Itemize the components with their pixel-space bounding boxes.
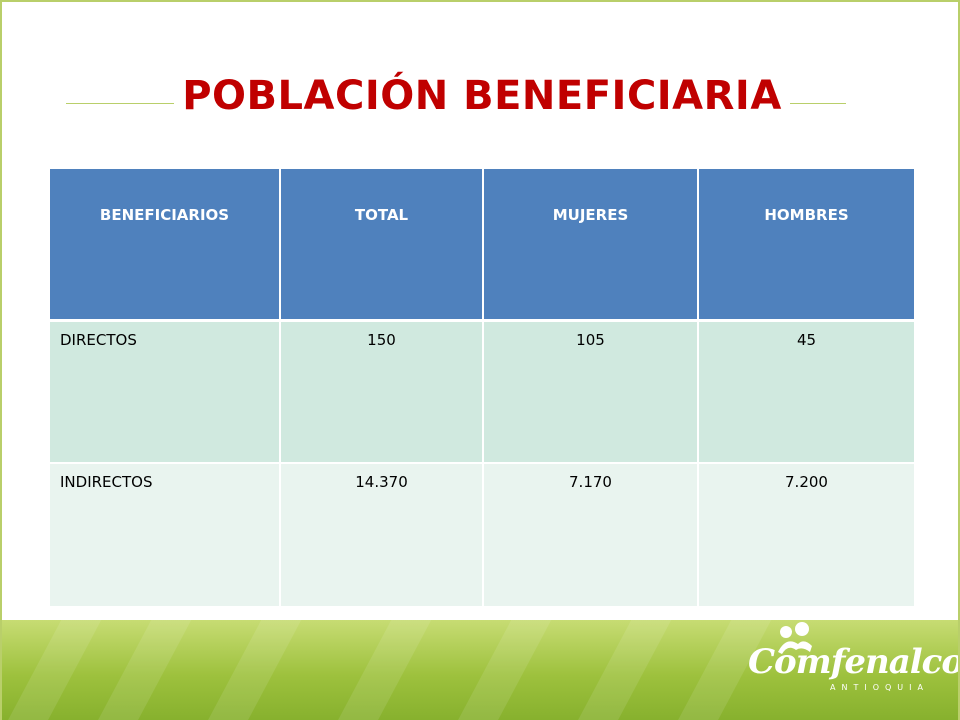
- page-title-text: POBLACIÓN BENEFICIARIA: [174, 73, 790, 119]
- footer-stripe: [327, 620, 437, 720]
- cell-label: DIRECTOS: [50, 320, 280, 463]
- beneficiaries-table: BENEFICIARIOS TOTAL MUJERES HOMBRES DIRE…: [50, 169, 914, 606]
- cell-total: 14.370: [279, 462, 483, 606]
- footer-band: [2, 620, 958, 720]
- footer-stripe: [197, 620, 307, 720]
- comfenalco-logo: Comfenalco ANTIOQUIA: [742, 622, 958, 702]
- cell-mujeres: 7.170: [482, 462, 698, 606]
- cell-mujeres: 105: [482, 320, 698, 463]
- table-row-indirectos: INDIRECTOS 14.370 7.170 7.200: [50, 462, 914, 606]
- footer-stripe: [2, 620, 107, 720]
- footer-stripe: [567, 620, 677, 720]
- logo-subtext: ANTIOQUIA: [830, 683, 929, 692]
- logo-figures-icon: [778, 622, 812, 654]
- header-mujeres: MUJERES: [482, 169, 698, 320]
- logo-wordmark: Comfenalco: [748, 642, 960, 682]
- cell-hombres: 7.200: [697, 462, 914, 606]
- cell-label: INDIRECTOS: [50, 462, 280, 606]
- table-header-row: BENEFICIARIOS TOTAL MUJERES HOMBRES: [50, 169, 914, 320]
- page-title: POBLACIÓN BENEFICIARIA: [2, 66, 958, 126]
- header-hombres: HOMBRES: [697, 169, 914, 320]
- cell-hombres: 45: [697, 320, 914, 463]
- header-beneficiarios: BENEFICIARIOS: [50, 169, 280, 320]
- header-total: TOTAL: [279, 169, 483, 320]
- footer-stripe: [87, 620, 197, 720]
- cell-total: 150: [279, 320, 483, 463]
- footer-stripe: [447, 620, 557, 720]
- table-row-directos: DIRECTOS 150 105 45: [50, 320, 914, 463]
